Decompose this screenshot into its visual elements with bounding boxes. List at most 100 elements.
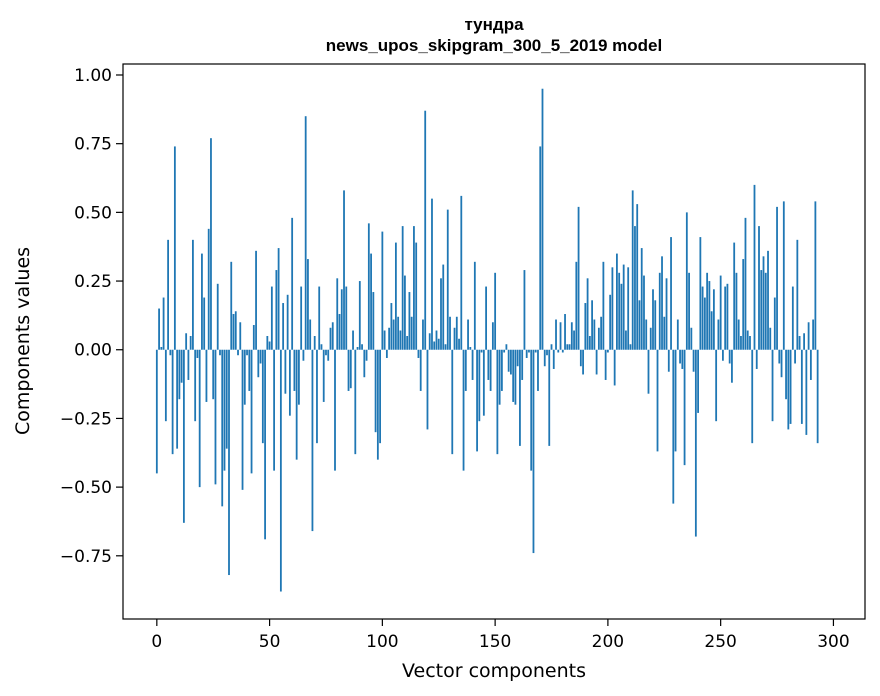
- x-axis: 0 50 100 150 200 250 300: [151, 619, 850, 652]
- bar-280: [787, 349, 790, 430]
- bar-293: [816, 349, 819, 444]
- bar-101: [383, 330, 386, 350]
- bar-147: [487, 349, 490, 380]
- bar-282: [791, 286, 794, 350]
- bar-96: [372, 292, 375, 350]
- bar-250: [719, 275, 722, 350]
- bar-4: [164, 349, 167, 422]
- bar-227: [667, 349, 670, 372]
- bar-190: [584, 303, 587, 350]
- bar-173: [546, 349, 548, 356]
- bar-212: [634, 226, 636, 350]
- bar-239: [694, 349, 697, 537]
- y-tick-label: −0.25: [60, 409, 112, 429]
- bar-156: [507, 349, 510, 372]
- bar-185: [573, 330, 575, 350]
- bar-62: [295, 349, 298, 460]
- bar-149: [491, 322, 494, 350]
- bar-122: [431, 198, 433, 350]
- bar-107: [397, 316, 400, 350]
- bar-43: [252, 325, 255, 350]
- bar-218: [647, 349, 650, 394]
- bar-196: [597, 327, 600, 350]
- bar-21: [203, 297, 206, 350]
- bar-143: [478, 349, 481, 422]
- bar-46: [259, 349, 262, 364]
- bar-76: [327, 349, 330, 361]
- bar-273: [771, 349, 774, 422]
- bar-110: [404, 275, 406, 350]
- y-tick-label: 0.50: [74, 203, 112, 223]
- bar-25: [212, 349, 215, 400]
- bar-228: [670, 237, 672, 350]
- bar-204: [616, 253, 618, 350]
- bar-183: [568, 344, 571, 350]
- bar-87: [352, 330, 354, 350]
- bar-54: [277, 248, 280, 350]
- bar-56: [282, 303, 285, 350]
- bar-8: [173, 146, 176, 350]
- bar-166: [530, 349, 533, 471]
- chart-title: тундра: [464, 15, 524, 34]
- bar-197: [600, 316, 603, 350]
- bar-289: [807, 322, 810, 350]
- bar-92: [363, 349, 366, 378]
- bar-199: [604, 349, 607, 380]
- bar-29: [221, 349, 224, 507]
- bar-65: [302, 349, 305, 361]
- bar-176: [552, 349, 555, 369]
- bar-35: [234, 311, 237, 350]
- bar-191: [586, 278, 589, 350]
- bar-111: [406, 336, 409, 350]
- bar-157: [510, 349, 512, 375]
- bar-244: [706, 272, 709, 350]
- bar-150: [494, 272, 497, 350]
- bar-287: [803, 333, 805, 350]
- bar-245: [708, 281, 711, 350]
- bar-9: [176, 349, 179, 449]
- bar-222: [656, 349, 659, 452]
- bar-145: [482, 349, 485, 416]
- bar-219: [649, 327, 652, 350]
- bar-233: [681, 349, 684, 369]
- bar-198: [602, 261, 605, 350]
- bar-175: [550, 344, 553, 350]
- bar-170: [539, 146, 542, 350]
- bar-193: [591, 300, 593, 350]
- x-tick-label: 100: [366, 632, 398, 652]
- bar-180: [561, 349, 564, 353]
- bar-67: [307, 259, 309, 350]
- bar-90: [358, 281, 361, 350]
- bar-48: [264, 349, 266, 540]
- bar-125: [437, 338, 440, 350]
- bar-274: [773, 297, 776, 350]
- bar-206: [620, 283, 623, 350]
- bar-1: [158, 308, 160, 350]
- bar-163: [523, 270, 526, 350]
- bar-211: [631, 190, 634, 350]
- bar-171: [541, 88, 544, 350]
- bar-279: [785, 349, 787, 400]
- bar-148: [489, 349, 492, 391]
- bar-208: [625, 330, 627, 350]
- bar-172: [543, 349, 546, 367]
- bar-276: [778, 349, 781, 364]
- bar-178: [557, 349, 560, 353]
- bar-243: [703, 297, 706, 350]
- bar-39: [243, 349, 246, 405]
- bar-63: [298, 349, 300, 405]
- bar-77: [329, 327, 332, 350]
- bar-240: [697, 349, 699, 413]
- bar-291: [812, 319, 815, 350]
- bar-38: [241, 349, 244, 490]
- bar-99: [379, 349, 381, 444]
- bar-158: [512, 349, 515, 402]
- bar-11: [180, 349, 183, 383]
- bar-64: [300, 286, 303, 350]
- bar-186: [575, 261, 578, 350]
- bar-50: [268, 341, 271, 350]
- bar-97: [374, 349, 377, 433]
- y-tick-label: 0.25: [74, 272, 112, 292]
- bar-113: [410, 316, 413, 350]
- chart-subtitle: news_upos_skipgram_300_5_2019 model: [326, 36, 662, 55]
